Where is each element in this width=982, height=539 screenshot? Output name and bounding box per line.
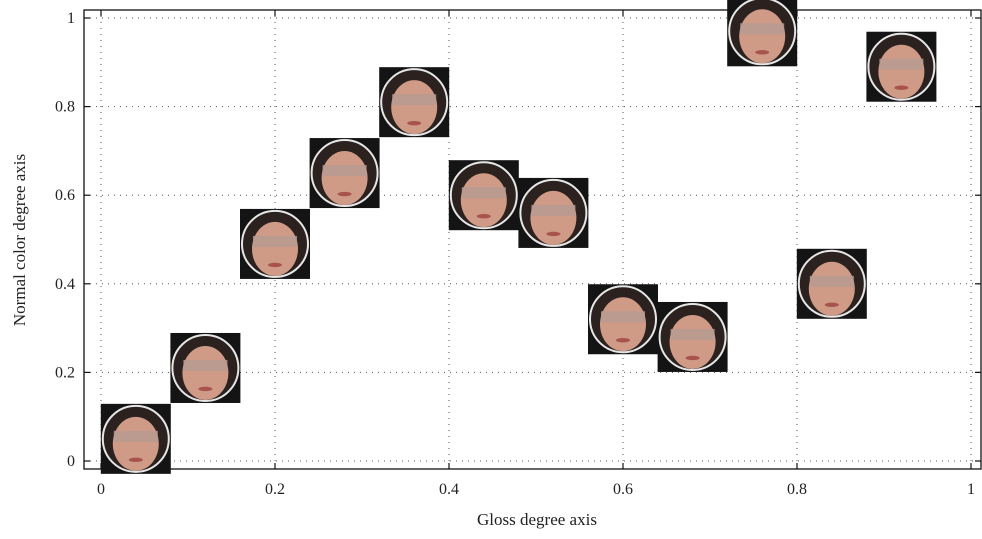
face-skin (391, 80, 438, 135)
face-ring (101, 404, 170, 473)
face-mouth (337, 191, 352, 197)
face-skin (321, 151, 368, 206)
face-marker (588, 284, 658, 355)
face-skin (252, 221, 298, 276)
face-ring (241, 209, 309, 278)
face-eye-blur (113, 430, 158, 442)
face-skin (182, 345, 229, 400)
face-mouth (685, 355, 700, 361)
face-marker (379, 67, 450, 138)
face-eye-blur (879, 58, 924, 70)
y-tick-labels: 0 0.2 0.4 0.6 0.8 1 (55, 10, 75, 470)
face-marker (309, 138, 380, 209)
y-tick-label: 1 (67, 10, 75, 27)
y-tick-label: 0 (67, 453, 75, 470)
x-tick-label: 0.4 (439, 481, 459, 498)
face-marker (100, 403, 171, 474)
y-tick-label: 0.6 (55, 187, 75, 204)
face-eye-blur (253, 235, 297, 247)
x-tick-label: 0.6 (613, 481, 633, 498)
data-points (100, 0, 937, 474)
face-ring (310, 139, 379, 208)
face-mouth (128, 457, 143, 463)
face-marker (170, 332, 241, 403)
x-axis-label: Gloss degree axis (477, 510, 597, 529)
face-eye-blur (461, 187, 506, 199)
face-mouth (824, 302, 839, 307)
face-ring (519, 178, 588, 247)
face-ring (589, 285, 657, 354)
face-skin (600, 297, 646, 352)
face-mouth (894, 85, 909, 90)
face-eye-blur (392, 94, 437, 106)
y-tick-label: 0.8 (55, 99, 75, 116)
face-eye-blur (740, 23, 785, 35)
x-tick-label: 0.8 (787, 481, 807, 498)
face-eye-blur (531, 204, 576, 216)
face-ring (658, 302, 727, 371)
x-tick-labels: 0 0.2 0.4 0.6 0.8 1 (97, 481, 975, 498)
plot-frame (83, 9, 982, 470)
face-skin (739, 9, 786, 64)
face-skin (669, 314, 716, 369)
face-eye-blur (183, 359, 228, 371)
face-marker (518, 177, 589, 248)
y-tick-label: 0.2 (55, 364, 75, 381)
face-mouth (755, 50, 770, 55)
face-skin (112, 416, 159, 471)
face-ring (449, 161, 518, 230)
face-marker (240, 208, 310, 279)
face-skin (878, 44, 925, 99)
face-skin (808, 261, 855, 316)
face-marker (866, 31, 937, 102)
x-tick-label: 0 (97, 481, 105, 498)
face-mouth (198, 386, 213, 392)
face-ring (171, 333, 240, 402)
face-eye-blur (322, 165, 367, 177)
face-ring (380, 68, 449, 137)
face-mouth (407, 120, 422, 126)
face-skin (460, 173, 507, 228)
y-axis-label: Normal color degree axis (10, 154, 29, 326)
face-eye-blur (601, 311, 645, 323)
face-marker (448, 160, 519, 231)
y-tick-label: 0.4 (55, 276, 75, 293)
face-mouth (546, 231, 561, 237)
face-eye-blur (809, 275, 854, 287)
x-tick-label: 0.2 (265, 481, 285, 498)
face-mouth (268, 262, 282, 268)
face-skin (530, 190, 577, 245)
face-ring (797, 249, 866, 318)
x-tick-label: 1 (967, 481, 975, 498)
face-mouth (616, 338, 630, 343)
face-ring (728, 0, 797, 66)
face-ring (867, 32, 936, 101)
face-mouth (476, 214, 491, 219)
face-marker (657, 301, 728, 372)
face-eye-blur (670, 328, 715, 340)
face-marker (796, 248, 867, 319)
face-marker (727, 0, 798, 67)
